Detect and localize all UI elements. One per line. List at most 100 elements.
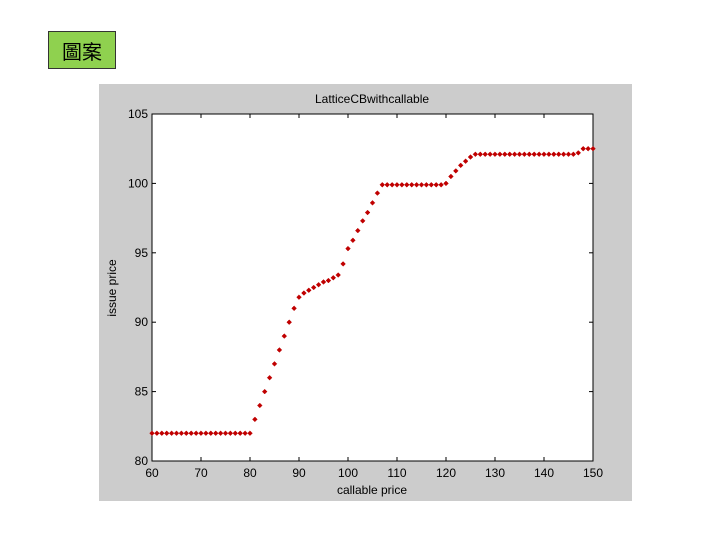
data-point (521, 151, 528, 158)
data-point (330, 275, 337, 281)
data-point (413, 182, 420, 188)
data-point (261, 388, 268, 395)
data-point (580, 145, 586, 152)
x-ticks: 60 70 80 90 100 110 120 130 140 150 (145, 114, 603, 480)
y-tick-label: 85 (135, 385, 149, 399)
data-point (149, 430, 155, 436)
data-point (247, 430, 253, 436)
data-point (428, 182, 435, 188)
data-point (227, 430, 234, 436)
plot-area (151, 113, 594, 462)
data-point (404, 182, 410, 188)
x-tick-label: 70 (194, 466, 208, 480)
data-point (423, 182, 430, 188)
data-point (296, 294, 302, 300)
data-point (531, 151, 537, 158)
data-point (462, 158, 469, 164)
data-point (369, 200, 376, 206)
data-point (168, 430, 175, 436)
y-axis-label: issue price (105, 259, 119, 317)
x-tick-label: 140 (534, 466, 554, 480)
data-point (448, 173, 454, 180)
data-point (570, 151, 577, 158)
data-point (163, 430, 170, 436)
x-tick-label: 60 (145, 466, 159, 480)
data-point (453, 168, 459, 174)
data-point (511, 151, 518, 158)
x-tick-label: 90 (292, 466, 306, 480)
data-point (188, 430, 194, 436)
data-point (291, 305, 297, 312)
data-point (497, 151, 503, 158)
data-point (315, 281, 322, 288)
data-point (355, 227, 361, 234)
x-tick-label: 150 (583, 466, 603, 480)
data-point (159, 430, 165, 436)
data-point (217, 430, 224, 436)
x-tick-label: 130 (485, 466, 505, 480)
data-point (183, 430, 190, 436)
data-point (546, 151, 552, 158)
data-point (340, 261, 346, 267)
data-point (394, 182, 400, 188)
data-point (565, 151, 572, 158)
data-point (555, 151, 562, 158)
y-tick-label: 80 (135, 454, 149, 468)
data-point (212, 430, 219, 436)
data-point (203, 430, 209, 436)
x-tick-label: 120 (436, 466, 456, 480)
data-point (310, 284, 317, 291)
data-point (467, 154, 474, 160)
data-point (560, 151, 567, 158)
data-point (281, 333, 288, 339)
y-tick-label: 100 (128, 176, 148, 190)
data-point (433, 182, 439, 188)
data-point (154, 430, 160, 436)
data-point (359, 218, 366, 224)
y-ticks: 80 85 90 95 100 105 (128, 107, 593, 468)
data-point (222, 430, 229, 436)
data-point (438, 182, 444, 188)
data-point (306, 287, 312, 294)
data-point (286, 319, 292, 325)
data-point (173, 430, 180, 436)
data-point (492, 151, 498, 158)
y-tick-label: 90 (135, 315, 149, 329)
data-point (384, 182, 390, 188)
data-point (276, 347, 283, 353)
figure-window: 80 85 90 95 100 105 60 70 80 90 100 110 120 130 140 15… (99, 84, 632, 501)
data-point (198, 430, 204, 436)
data-point (536, 151, 542, 158)
data-point (516, 151, 523, 158)
data-point (526, 151, 533, 158)
data-point (350, 237, 356, 244)
data-point (585, 145, 591, 152)
data-point (252, 416, 258, 423)
data-point (541, 151, 547, 158)
data-point (379, 182, 386, 188)
data-point (301, 290, 307, 296)
data-point (551, 151, 557, 158)
data-point (477, 151, 484, 158)
data-point (178, 430, 185, 436)
data-point (472, 151, 479, 158)
data-point (418, 182, 425, 188)
data-point (443, 180, 449, 187)
data-point (399, 182, 405, 188)
data-point (325, 277, 332, 284)
data-point (345, 245, 351, 252)
y-tick-label: 105 (128, 107, 148, 121)
data-point (237, 430, 243, 436)
data-point (389, 182, 395, 188)
data-point (232, 430, 239, 436)
data-point (408, 182, 415, 188)
data-point (374, 190, 381, 196)
data-point (193, 430, 199, 436)
data-point (502, 151, 508, 158)
x-tick-label: 100 (338, 466, 358, 480)
data-point (506, 151, 513, 158)
data-point (482, 151, 488, 158)
x-tick-label: 80 (243, 466, 257, 480)
data-point (320, 279, 327, 285)
chart: 80 85 90 95 100 105 60 70 80 90 100 110 120 130 140 15… (105, 92, 603, 497)
